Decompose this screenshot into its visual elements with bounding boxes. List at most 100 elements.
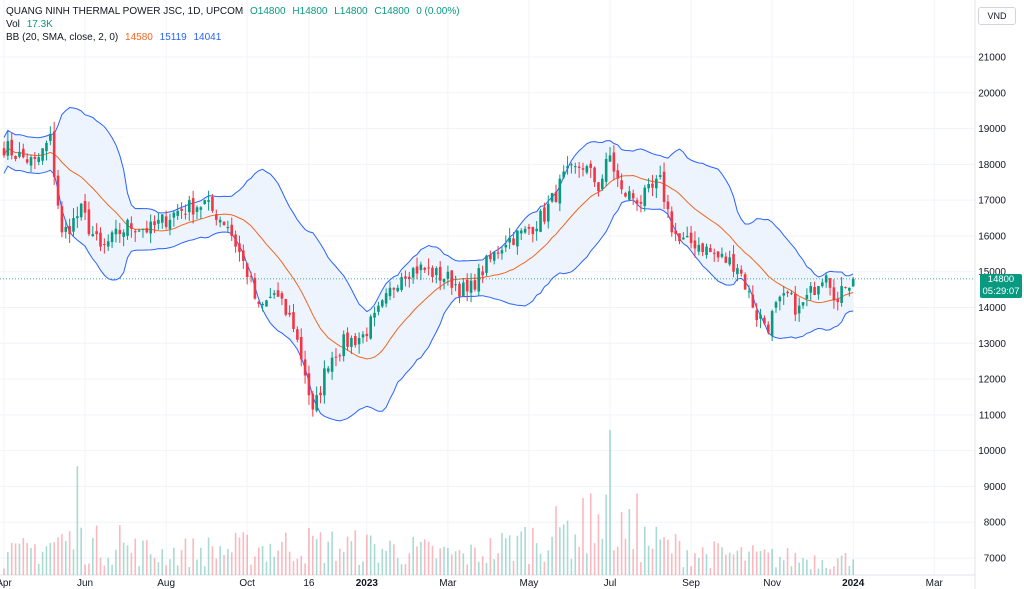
candle-body [485, 255, 488, 273]
volume-bar [161, 549, 164, 575]
candle-body [566, 166, 569, 169]
volume-bar [620, 512, 623, 575]
volume-bar [570, 558, 573, 575]
volume-bar [551, 536, 553, 575]
volume-bar [400, 564, 403, 575]
candle-body [103, 244, 106, 246]
candle-body [292, 312, 295, 329]
candle-body [307, 373, 311, 396]
volume-bar [115, 549, 117, 575]
volume-bar [736, 550, 739, 575]
volume-bar [779, 557, 781, 575]
candle-body [813, 287, 816, 295]
candle-body [377, 305, 380, 312]
candle-body [211, 196, 214, 211]
volume-bar [80, 527, 82, 575]
volume-bar [350, 541, 353, 575]
candle-body [531, 226, 535, 235]
volume-bar [180, 550, 183, 575]
volume-bar [748, 551, 750, 575]
volume-bar [493, 559, 496, 575]
volume-bar [616, 546, 619, 575]
volume-bar [122, 542, 125, 575]
symbol-title[interactable]: QUANG NINH THERMAL POWER JSC, 1D, UPCOM [6, 6, 244, 17]
candle-body [643, 187, 647, 207]
candle-body [573, 166, 577, 168]
candle-body [353, 335, 357, 346]
volume-bar [790, 566, 793, 575]
volume-bar [416, 546, 418, 575]
candle-body [716, 251, 720, 258]
volume-bar [296, 558, 299, 575]
price-tick-label: 15000 [978, 267, 1006, 278]
volume-bar [342, 552, 345, 575]
candle-body [334, 356, 338, 358]
bb-label[interactable]: BB (20, SMA, close, 2, 0) [6, 32, 119, 43]
candle-body [319, 392, 322, 396]
volume-bar [821, 560, 824, 575]
candle-body [554, 192, 558, 202]
ohlc-open: O14800 [250, 6, 286, 17]
candle-body [253, 277, 257, 299]
volume-bar [755, 551, 758, 575]
candle-body [187, 200, 191, 213]
volume-bar [146, 540, 148, 575]
candle-body [199, 207, 203, 210]
candle-body [581, 168, 585, 170]
candle-body [670, 211, 674, 233]
volume-bar [88, 563, 90, 575]
volume-bar [497, 553, 499, 575]
candle-body [265, 300, 268, 307]
candle-body [817, 286, 820, 295]
candle-body [685, 235, 689, 238]
candle-body [284, 299, 288, 315]
candle-body [234, 234, 237, 247]
volume-bar [49, 542, 52, 575]
volume-bar [188, 567, 191, 575]
candle-body [91, 234, 95, 237]
bb-upper-line [3, 107, 854, 313]
volume-bar [22, 538, 25, 575]
volume-bar [450, 554, 453, 575]
volume-bar [153, 557, 156, 575]
candle-body [411, 268, 415, 278]
candle-body [296, 329, 299, 340]
volume-bar [227, 549, 229, 575]
candle-body [350, 337, 353, 347]
candle-body [782, 293, 786, 296]
volume-bar [578, 546, 580, 575]
currency-button[interactable]: VND [978, 7, 1016, 25]
candle-body [157, 219, 160, 224]
volume-bar [439, 548, 441, 575]
candle-body [361, 334, 365, 338]
candle-body [195, 207, 199, 212]
volume-bar [34, 544, 36, 575]
bb-upper-value: 15119 [159, 32, 187, 43]
price-tick-label: 10000 [978, 446, 1006, 457]
candle-body [508, 237, 511, 243]
volume-bar [234, 532, 237, 575]
volume-label[interactable]: Vol [6, 19, 20, 30]
candle-body [666, 201, 670, 210]
volume-bar [211, 546, 214, 575]
price-tick-label: 17000 [978, 196, 1006, 207]
volume-bar [593, 543, 596, 575]
candle-body [141, 228, 145, 230]
price-tick-label: 9000 [984, 482, 1007, 493]
candle-body [797, 305, 801, 314]
volume-bar [686, 550, 689, 575]
candle-body [674, 230, 677, 235]
volume-bar [134, 538, 137, 575]
volume-bar [176, 565, 179, 575]
time-tick-label: 2023 [356, 578, 379, 589]
candle-body [435, 268, 438, 276]
volume-bar [284, 532, 287, 575]
candle-body [222, 221, 226, 226]
candle-body [496, 252, 500, 254]
candle-body [153, 221, 156, 226]
candle-body [346, 332, 349, 347]
volume-bar [833, 566, 835, 575]
candle-body [446, 271, 450, 279]
